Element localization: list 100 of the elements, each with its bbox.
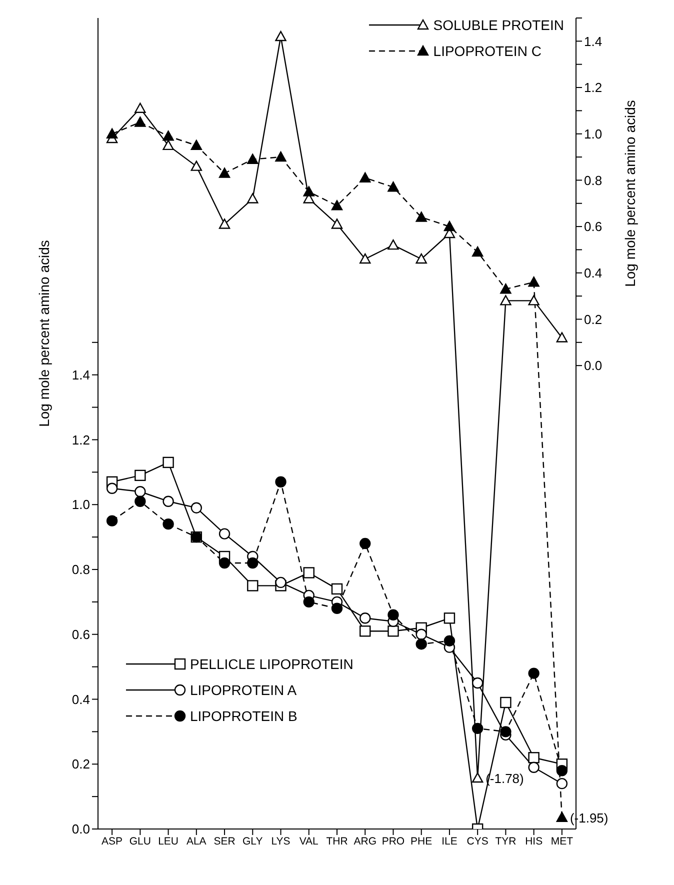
x-tick-label: THR: [326, 835, 348, 848]
point: [162, 456, 174, 468]
x-tick-label: ILE: [442, 835, 458, 848]
x-tick-label: GLU: [129, 835, 151, 848]
point: [444, 635, 456, 646]
point: [528, 276, 540, 287]
point: [162, 518, 174, 530]
y2-tick-label: 1.4: [584, 34, 602, 49]
point: [218, 528, 230, 540]
y2-tick-label: 0.2: [584, 312, 602, 327]
point: [218, 557, 230, 569]
y2-axis-title: Log mole percent amino acids: [622, 100, 638, 287]
x-tick-label: ASP: [102, 835, 123, 848]
point: [416, 253, 427, 264]
point: [556, 765, 568, 776]
y2-tick-label: 1.2: [584, 80, 602, 96]
point: [500, 295, 512, 306]
y-tick-label: 1.0: [72, 497, 90, 512]
point: [500, 284, 512, 294]
point: [247, 193, 258, 204]
point: [528, 295, 540, 306]
y2-tick-label: 0.0: [584, 358, 602, 374]
point: [360, 253, 371, 264]
point: [556, 332, 568, 342]
y-tick-label: 1.4: [72, 367, 90, 382]
x-tick-label: CYS: [466, 835, 488, 848]
point: [500, 726, 512, 738]
legend-label: LIPOPROTEIN C: [433, 43, 542, 59]
point: [134, 486, 146, 498]
point: [190, 160, 202, 171]
x-tick-label: ARG: [354, 835, 376, 848]
point: [360, 626, 371, 637]
point: [444, 220, 456, 232]
point: [303, 567, 314, 578]
y2-tick-label: 0.8: [584, 172, 602, 188]
y2-tick-label: 0.4: [584, 266, 602, 280]
point: [500, 696, 512, 708]
x-tick-label: TYR: [495, 835, 517, 848]
x-tick-label: ALA: [186, 835, 206, 848]
point: [472, 772, 484, 783]
legend-label: LIPOPROTEIN A: [190, 682, 297, 698]
legend-label: PELLICLE LIPOPROTEIN: [190, 656, 354, 672]
point: [416, 638, 427, 650]
point: [162, 140, 174, 150]
point: [218, 218, 230, 229]
point: [190, 140, 202, 150]
x-tick-label: SER: [214, 835, 236, 848]
point: [303, 186, 314, 196]
y-tick-label: 0.0: [72, 822, 90, 837]
point: [360, 538, 371, 550]
point: [162, 130, 174, 141]
y-tick-label: 1.2: [72, 432, 90, 448]
y-tick-label: 0.2: [72, 756, 90, 772]
y-tick-label: 0.4: [72, 692, 90, 707]
point: [247, 557, 258, 569]
point: [444, 612, 456, 624]
point: [134, 470, 146, 482]
point: [331, 602, 343, 614]
point: [275, 151, 286, 162]
x-tick-label: MET: [550, 835, 574, 848]
y-axis-title: Log mole percent amino acids: [36, 240, 52, 427]
point: [190, 502, 202, 514]
x-tick-label: PHE: [410, 835, 432, 848]
point: [360, 612, 371, 624]
point: [106, 128, 118, 138]
point: [275, 30, 286, 42]
point: [472, 677, 484, 689]
point: [275, 476, 286, 488]
x-tick-label: GLY: [242, 835, 263, 848]
x-tick-label: LEU: [158, 835, 179, 848]
point: [528, 668, 540, 679]
legend-label: SOLUBLE PROTEIN: [433, 17, 564, 33]
point: [360, 172, 371, 182]
point: [331, 583, 343, 595]
point: [162, 496, 174, 507]
y2-tick-label: 1.0: [584, 126, 602, 142]
point: [472, 722, 484, 734]
point: [388, 182, 399, 192]
point: [388, 626, 399, 637]
point: [331, 218, 343, 229]
point: [416, 212, 427, 222]
point: [388, 609, 399, 620]
x-tick-label: LYS: [271, 835, 290, 848]
point: [134, 116, 146, 127]
point: [218, 168, 230, 178]
point: [528, 762, 540, 773]
y-tick-label: 0.8: [72, 562, 90, 578]
point: [528, 752, 540, 764]
point: [134, 102, 146, 113]
point: [556, 812, 568, 822]
point: [134, 496, 146, 507]
point: [106, 482, 118, 494]
point: [388, 239, 399, 250]
point: [416, 628, 427, 640]
point: [331, 200, 343, 210]
point: [303, 596, 314, 608]
point: [275, 576, 286, 588]
point: [106, 515, 118, 526]
point: [556, 778, 568, 790]
point: [472, 246, 484, 257]
